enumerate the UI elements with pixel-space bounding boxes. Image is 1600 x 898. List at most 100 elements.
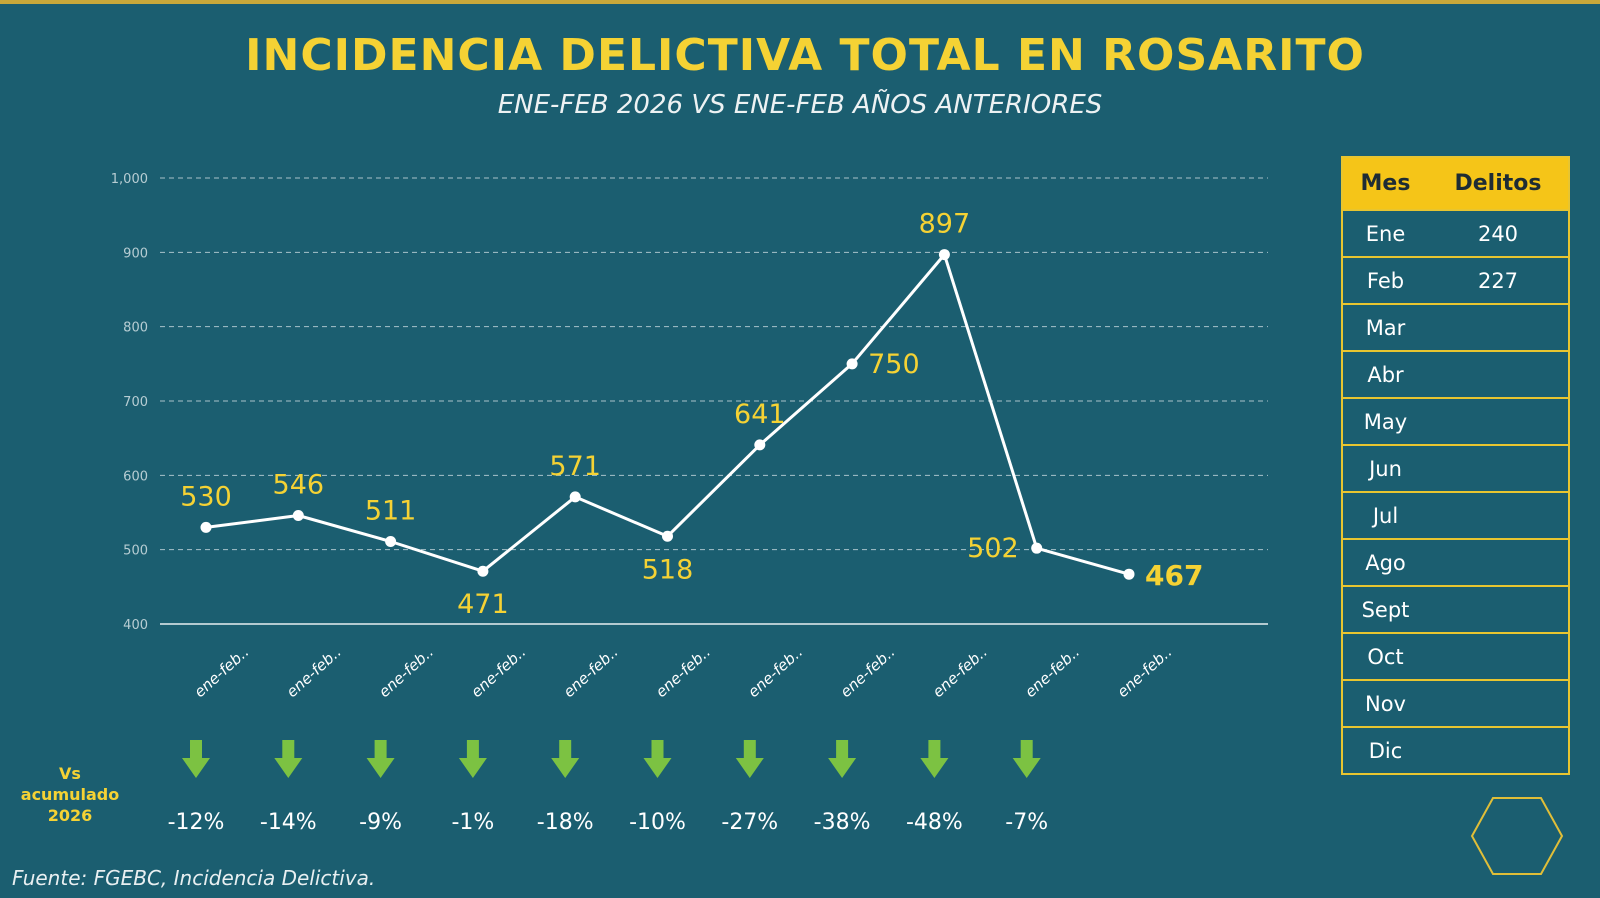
table-row: Mar — [1343, 303, 1568, 350]
data-label: 502 — [967, 533, 1019, 564]
data-label: 571 — [549, 451, 601, 482]
down-arrow-icon — [458, 740, 487, 778]
data-point — [477, 565, 489, 577]
down-arrow-icon — [643, 740, 672, 778]
hexagon-icon — [1470, 797, 1564, 875]
table-row: Nov — [1343, 679, 1568, 726]
table-row: Feb 227 — [1343, 256, 1568, 303]
comparison-value: -18% — [537, 810, 594, 835]
table-row: Jun — [1343, 444, 1568, 491]
data-point — [385, 535, 397, 547]
monthly-table: Mes Delitos Ene 240 Feb 227 Mar Abr May Ju… — [1341, 156, 1570, 775]
comparison-value: -1% — [451, 810, 494, 835]
x-tick-label: ene-feb.. — [191, 643, 253, 701]
table-row: Dic — [1343, 726, 1568, 773]
row-month: Feb — [1366, 268, 1405, 293]
row-value: 240 — [1477, 221, 1519, 246]
table-row: Sept — [1343, 585, 1568, 632]
down-arrow-icon — [1012, 740, 1041, 778]
comparison-label-line1: Vs — [59, 764, 81, 783]
data-label: 897 — [919, 209, 971, 240]
x-tick-label: ene-feb.. — [1114, 643, 1176, 701]
data-label: 511 — [365, 495, 417, 526]
down-arrow-icon — [735, 740, 764, 778]
data-point — [569, 491, 581, 503]
x-tick-label: ene-feb.. — [929, 643, 991, 701]
comparison-value: -48% — [906, 810, 963, 835]
data-point — [938, 249, 950, 261]
comparison-label-line2: acumulado — [20, 785, 120, 804]
table-row: May — [1343, 397, 1568, 444]
table-header: Mes Delitos — [1343, 158, 1568, 209]
data-label: 467 — [1145, 559, 1203, 592]
y-tick-label: 900 — [123, 246, 148, 261]
row-month: Ago — [1365, 550, 1406, 575]
comparison-label-line3: 2026 — [47, 806, 93, 825]
header-value: Delitos — [1454, 171, 1542, 196]
comparison-value: -38% — [814, 810, 871, 835]
row-month: Mar — [1365, 315, 1406, 340]
comparison-value: -14% — [260, 810, 317, 835]
data-point — [200, 521, 212, 533]
row-month: Abr — [1367, 362, 1404, 387]
comparison-value: -9% — [359, 810, 402, 835]
down-arrow-icon — [274, 740, 303, 778]
y-tick-label: 1,000 — [111, 172, 148, 187]
row-month: Dic — [1368, 738, 1403, 763]
y-tick-label: 500 — [123, 544, 148, 559]
data-label: 530 — [180, 481, 232, 512]
table-row: Oct — [1343, 632, 1568, 679]
source-note: Fuente: FGEBC, Incidencia Delictiva. — [12, 866, 376, 890]
x-tick-label: ene-feb.. — [375, 643, 437, 701]
table-row: Ene 240 — [1343, 209, 1568, 256]
down-arrow-icon — [366, 740, 395, 778]
down-arrow-icon — [828, 740, 857, 778]
chart-subtitle: ENE-FEB 2026 VS ENE-FEB AÑOS ANTERIORES — [497, 90, 1103, 120]
data-point — [846, 358, 858, 370]
data-label: 518 — [642, 554, 694, 585]
x-tick-label: ene-feb.. — [1021, 643, 1083, 701]
data-label: 750 — [868, 349, 920, 380]
data-label: 471 — [457, 589, 509, 620]
data-point — [292, 509, 304, 521]
down-arrow-icon — [182, 740, 210, 778]
row-month: Jul — [1372, 503, 1399, 528]
x-tick-label: ene-feb.. — [560, 643, 622, 701]
y-tick-label: 400 — [123, 618, 148, 633]
row-month: Sept — [1361, 597, 1410, 622]
chart-title: INCIDENCIA DELICTIVA TOTAL EN ROSARITO — [245, 30, 1365, 81]
table-row: Jul — [1343, 491, 1568, 538]
y-tick-label: 800 — [123, 321, 148, 336]
header-month: Mes — [1360, 171, 1411, 196]
x-tick-label: ene-feb.. — [837, 643, 899, 701]
row-value: 227 — [1477, 268, 1519, 293]
row-month: Oct — [1367, 644, 1404, 669]
data-point — [1123, 568, 1135, 580]
data-point — [754, 439, 766, 451]
x-tick-label: ene-feb.. — [744, 643, 806, 701]
x-tick-label: ene-feb.. — [283, 643, 345, 701]
down-arrow-icon — [551, 740, 580, 778]
comparison-label: Vs acumulado 2026 — [20, 763, 120, 826]
down-arrow-icon — [920, 740, 949, 778]
comparison-value: -27% — [721, 810, 778, 835]
comparison-value: -10% — [629, 810, 686, 835]
y-tick-label: 700 — [123, 395, 148, 410]
data-point — [1031, 542, 1043, 554]
comparison-value: -12% — [168, 810, 225, 835]
row-month: May — [1363, 409, 1408, 434]
comparison-value: -7% — [1005, 810, 1048, 835]
x-tick-label: ene-feb.. — [652, 643, 714, 701]
data-label: 641 — [734, 399, 786, 430]
top-border — [0, 0, 1600, 4]
data-label: 546 — [273, 469, 325, 500]
table-row: Ago — [1343, 538, 1568, 585]
row-month: Nov — [1365, 691, 1406, 716]
data-point — [662, 530, 673, 542]
series-line — [205, 253, 1130, 576]
row-month: Jun — [1369, 456, 1402, 481]
table-row: Abr — [1343, 350, 1568, 397]
y-tick-label: 600 — [123, 469, 148, 484]
row-month: Ene — [1365, 221, 1406, 246]
line-chart: 400 500 600 700 800 900 1,000 530 546 511 471 571 51… — [111, 172, 1268, 835]
